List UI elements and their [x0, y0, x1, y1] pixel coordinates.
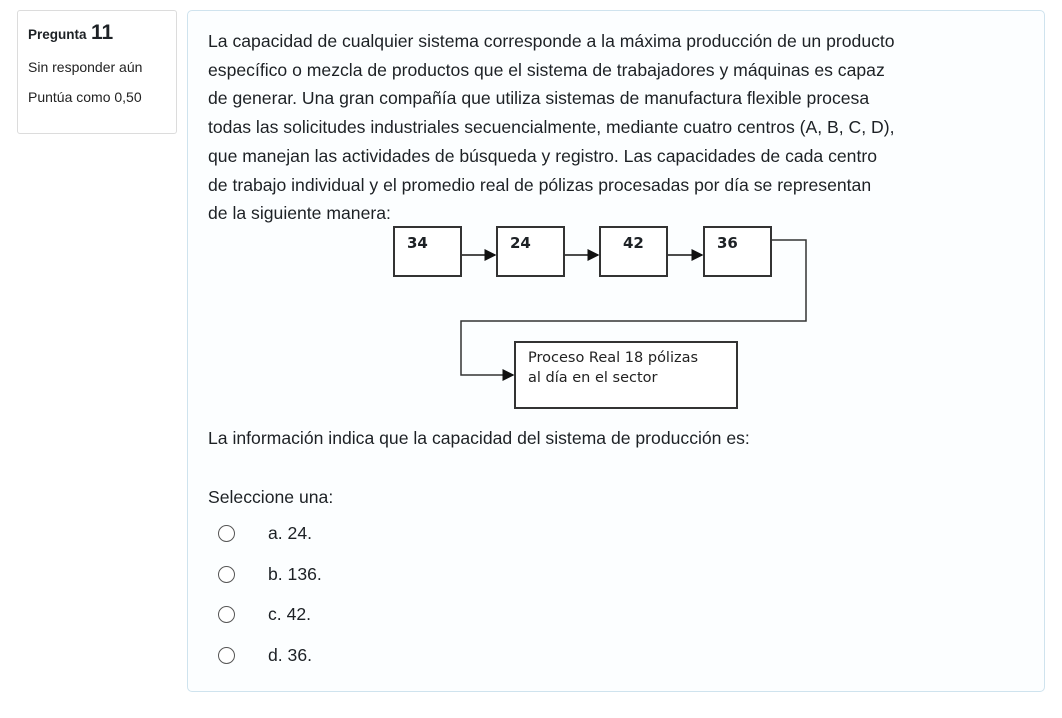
- text-line: de generar. Una gran compañía que utiliz…: [208, 88, 870, 109]
- option-a[interactable]: a. 24.: [218, 523, 312, 544]
- select-label: Seleccione una:: [208, 487, 334, 507]
- radio-button[interactable]: [218, 606, 235, 623]
- option-d[interactable]: d. 36.: [218, 645, 312, 666]
- option-b[interactable]: b. 136.: [218, 564, 322, 585]
- text-line: todas las solicitudes industriales secue…: [208, 117, 895, 138]
- option-label[interactable]: d. 36.: [268, 645, 313, 665]
- process-box: Proceso Real 18 pólizas al día en el sec…: [514, 341, 738, 409]
- text-line: que manejan las actividades de búsqueda …: [208, 145, 878, 166]
- process-diagram-connectors: [460, 239, 807, 381]
- question-status: Sin responder aún: [28, 59, 143, 75]
- process-line: al día en el sector: [528, 370, 658, 386]
- option-label[interactable]: c. 42.: [268, 604, 312, 624]
- question-info-panel: Pregunta 11 Sin responder aún Puntúa com…: [17, 10, 177, 134]
- question-label: Pregunta: [28, 27, 87, 42]
- process-line: Proceso Real 18 pólizas: [528, 350, 699, 366]
- center-box-d: 36: [703, 226, 772, 277]
- center-box-b: 24: [496, 226, 565, 277]
- radio-button[interactable]: [218, 566, 235, 583]
- question-prompt: La información indica que la capacidad d…: [208, 428, 750, 448]
- text-line: La capacidad de cualquier sistema corres…: [208, 31, 895, 51]
- question-text: La capacidad de cualquier sistema corres…: [208, 27, 895, 228]
- center-box-a: 34: [393, 226, 462, 277]
- text-line: de trabajo individual y el promedio real…: [208, 174, 872, 195]
- question-number: 11: [90, 21, 114, 44]
- center-box-c: 42: [599, 226, 668, 277]
- radio-button[interactable]: [218, 525, 235, 542]
- text-line: de la siguiente manera:: [208, 203, 391, 224]
- arrow: [460, 239, 807, 381]
- question-content: La capacidad de cualquier sistema corres…: [187, 10, 1045, 692]
- option-c[interactable]: c. 42.: [218, 604, 311, 625]
- text-line: específico o mezcla de productos que el …: [208, 59, 885, 80]
- option-label[interactable]: a. 24.: [268, 523, 313, 543]
- question-score: Puntúa como 0,50: [28, 89, 142, 105]
- option-label[interactable]: b. 136.: [268, 564, 322, 584]
- radio-button[interactable]: [218, 647, 235, 664]
